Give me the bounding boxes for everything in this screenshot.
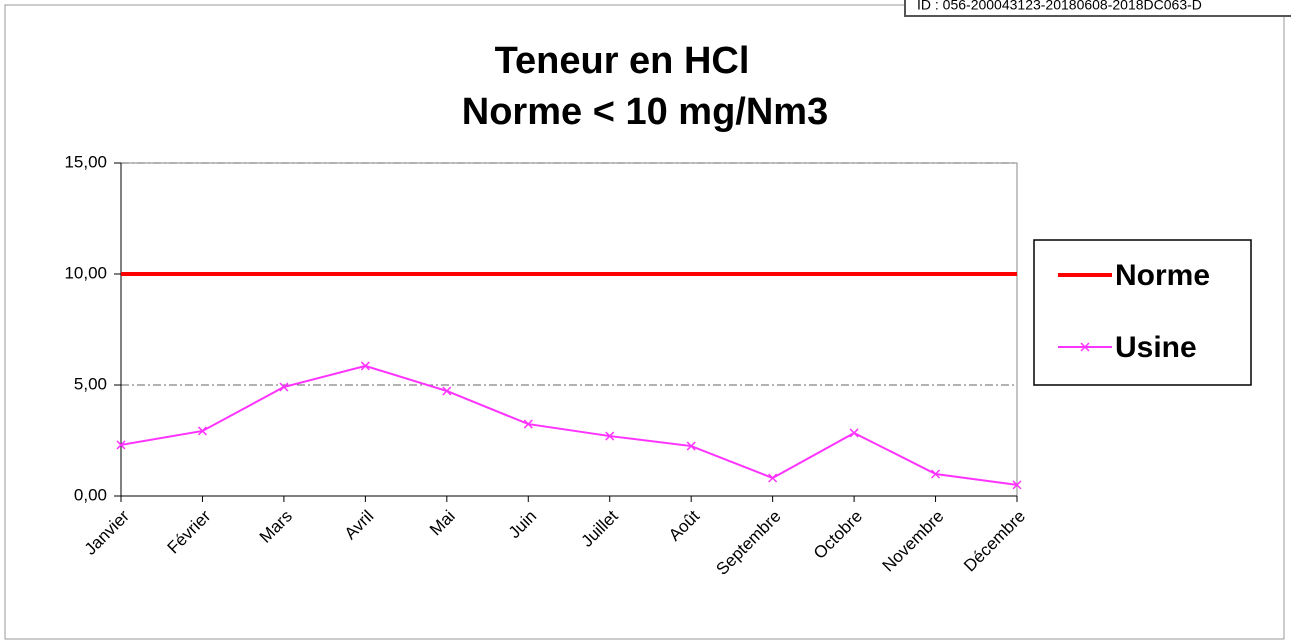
point-marker (116, 440, 126, 450)
y-tick-label: 15,00 (64, 152, 107, 171)
stamp: ID : 056-200043123-20180608-2018DC063-D (917, 0, 1202, 13)
point-marker (931, 469, 941, 479)
legend-label: Norme (1115, 259, 1210, 292)
chart-subtitle: Norme < 10 mg/Nm3 (462, 91, 828, 133)
point-marker (523, 419, 533, 429)
point-marker (686, 441, 696, 451)
stamp-box (904, 0, 1291, 17)
point-marker (279, 382, 289, 392)
series-line (120, 364, 1018, 486)
y-tick-label: 0,00 (74, 485, 107, 504)
point-marker (849, 428, 859, 438)
point-marker (360, 361, 370, 371)
legend-label: Usine (1115, 331, 1197, 364)
point-marker (768, 473, 778, 483)
chart-title: Teneur en HCl (495, 40, 750, 82)
point-marker (605, 431, 615, 441)
y-tick-label: 5,00 (74, 374, 107, 393)
point-marker (1012, 480, 1022, 490)
legend-box (1033, 239, 1252, 386)
plot-area (120, 162, 1018, 497)
point-marker (442, 386, 452, 396)
legend-marker (1080, 342, 1090, 352)
y-tick-label: 10,00 (64, 263, 107, 282)
point-marker (197, 426, 207, 436)
